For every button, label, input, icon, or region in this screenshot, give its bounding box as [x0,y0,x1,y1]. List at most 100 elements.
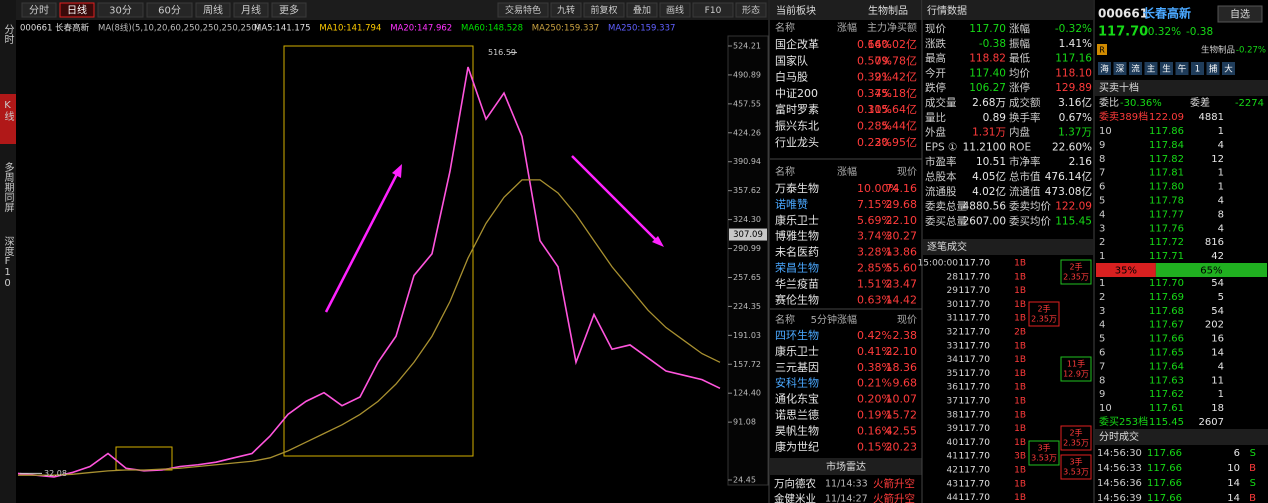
toolbar-label[interactable]: 前复权 [590,4,617,16]
level: 2 [1099,237,1105,248]
stock-name[interactable]: 国企改革 [775,37,819,51]
trade-price: 117.70 [959,314,991,324]
tool-label[interactable]: 流 [1131,64,1140,75]
tool-label[interactable]: 生 [1162,64,1171,75]
tool-label[interactable]: 深 [1116,65,1125,75]
toolbar-label[interactable]: 形态 [742,4,760,16]
toolbar-button[interactable] [497,2,549,18]
trade-time: 35 [947,369,958,379]
stock-name[interactable]: 振兴东北 [775,119,819,133]
trade-volume: 1B [1014,369,1026,379]
stock-name[interactable]: 三元基因 [775,361,819,374]
change: 0.63% [857,293,892,306]
toolbar-button[interactable] [626,2,658,18]
field-label: 外盘 [925,126,946,139]
toolbar-label[interactable]: 周线 [203,4,223,17]
tool-button[interactable] [1175,62,1189,75]
watch-button[interactable] [1217,5,1263,23]
tool-button[interactable] [1144,62,1158,75]
stock-name[interactable]: 诺思兰德 [775,408,819,422]
toolbar-button[interactable] [146,2,193,18]
stock-name[interactable]: 四环生物 [775,328,819,342]
toolbar-label[interactable]: 交易特色 [505,4,541,16]
tool-button[interactable] [1222,62,1235,75]
stock-name[interactable]: 安科生物 [775,376,819,390]
sidebar-tab[interactable]: 分时 [2,24,14,44]
level-volume: 5 [1218,292,1224,303]
toolbar-label[interactable]: 60分 [158,5,181,17]
toolbar-button[interactable] [271,2,307,18]
level-price: 117.63 [1149,375,1184,386]
stock-name[interactable]: 白马股 [775,70,808,84]
stock-name[interactable]: 诺唯赞 [775,198,808,211]
level: 8 [1099,154,1105,165]
tool-button[interactable] [1098,62,1111,75]
toolbar-label[interactable]: F10 [705,6,722,16]
field-label: 流通值 [1009,185,1041,198]
sidebar-tab[interactable]: 深度F10 [2,236,14,289]
toolbar-label[interactable]: 画线 [666,4,684,16]
toolbar-label[interactable]: 九转 [557,4,575,16]
tool-button[interactable] [1191,62,1204,75]
level: 9 [1099,140,1105,151]
tool-button[interactable] [1206,62,1220,75]
stock-name[interactable]: 未名医药 [775,245,819,259]
tool-label[interactable]: 1 [1195,65,1200,75]
column-header: 主力净买额 [867,21,917,34]
toolbar-label[interactable]: 叠加 [633,5,651,16]
toolbar-button[interactable] [59,2,95,18]
stock-name[interactable]: 康为世纪 [775,439,819,453]
sidebar-tab[interactable]: K线 [2,100,14,121]
change: 0.37% [857,87,892,100]
stock-name[interactable]: 昊帆生物 [775,423,819,437]
stock-name[interactable]: 行业龙头 [775,136,819,149]
tool-button[interactable] [1129,62,1142,75]
trade-time: 28 [947,272,959,282]
sidebar-tab[interactable]: 多周期同屏 [2,161,14,213]
stock-name[interactable]: 中证200 [775,87,818,100]
stock-name[interactable]: 华兰疫苗 [775,276,819,290]
level-volume: 12 [1211,154,1224,165]
stock-name[interactable]: 赛伦生物 [775,292,819,306]
watch-label[interactable]: 自选 [1230,8,1250,21]
tool-button[interactable] [1113,62,1127,75]
stock-name[interactable]: 康乐卫士 [775,344,819,358]
tool-label[interactable]: 捕 [1209,64,1218,75]
tool-label[interactable]: 午 [1178,64,1187,75]
stock-name[interactable]: 富时罗素 [775,102,819,116]
toolbar-label[interactable]: 更多 [279,4,299,17]
split-bar [1096,263,1156,277]
toolbar-button[interactable] [583,2,625,18]
y-tick-label: 257.65 [733,273,761,282]
toolbar-button[interactable] [550,2,582,18]
toolbar-label[interactable]: 30分 [109,5,132,17]
stock-name[interactable]: 荣昌生物 [775,261,819,275]
toolbar-label[interactable]: 月线 [241,4,261,17]
trade-time: 42 [947,466,958,476]
tool-label[interactable]: 海 [1100,64,1109,75]
stock-name[interactable]: 通化东宝 [775,392,819,406]
change: 0.66% [857,38,892,51]
toolbar-button[interactable] [21,2,57,18]
stock-name[interactable]: 博雅生物 [775,229,819,243]
tool-label[interactable]: 大 [1224,64,1233,75]
toolbar-button[interactable] [195,2,231,18]
tool-button[interactable] [1160,62,1173,75]
stock-name[interactable]: 国家队 [775,53,808,67]
toolbar-button[interactable] [659,2,691,18]
toolbar-button[interactable] [233,2,269,18]
stock-name[interactable]: 康乐卫士 [775,213,819,227]
panel-header [923,0,1093,20]
toolbar-label[interactable]: 分时 [29,5,49,17]
toolbar-button[interactable] [692,2,734,18]
trade-time: 44 [947,493,959,503]
tool-label[interactable]: 主 [1147,64,1156,75]
level: 1 [1099,278,1105,289]
toolbar-button[interactable] [735,2,767,18]
value: 140.02亿 [868,38,918,51]
toolbar-label[interactable]: 日线 [67,4,87,17]
level-volume: 8 [1218,209,1224,220]
stock-name[interactable]: 万泰生物 [775,181,819,195]
level-price: 117.82 [1149,154,1184,165]
toolbar-button[interactable] [97,2,144,18]
